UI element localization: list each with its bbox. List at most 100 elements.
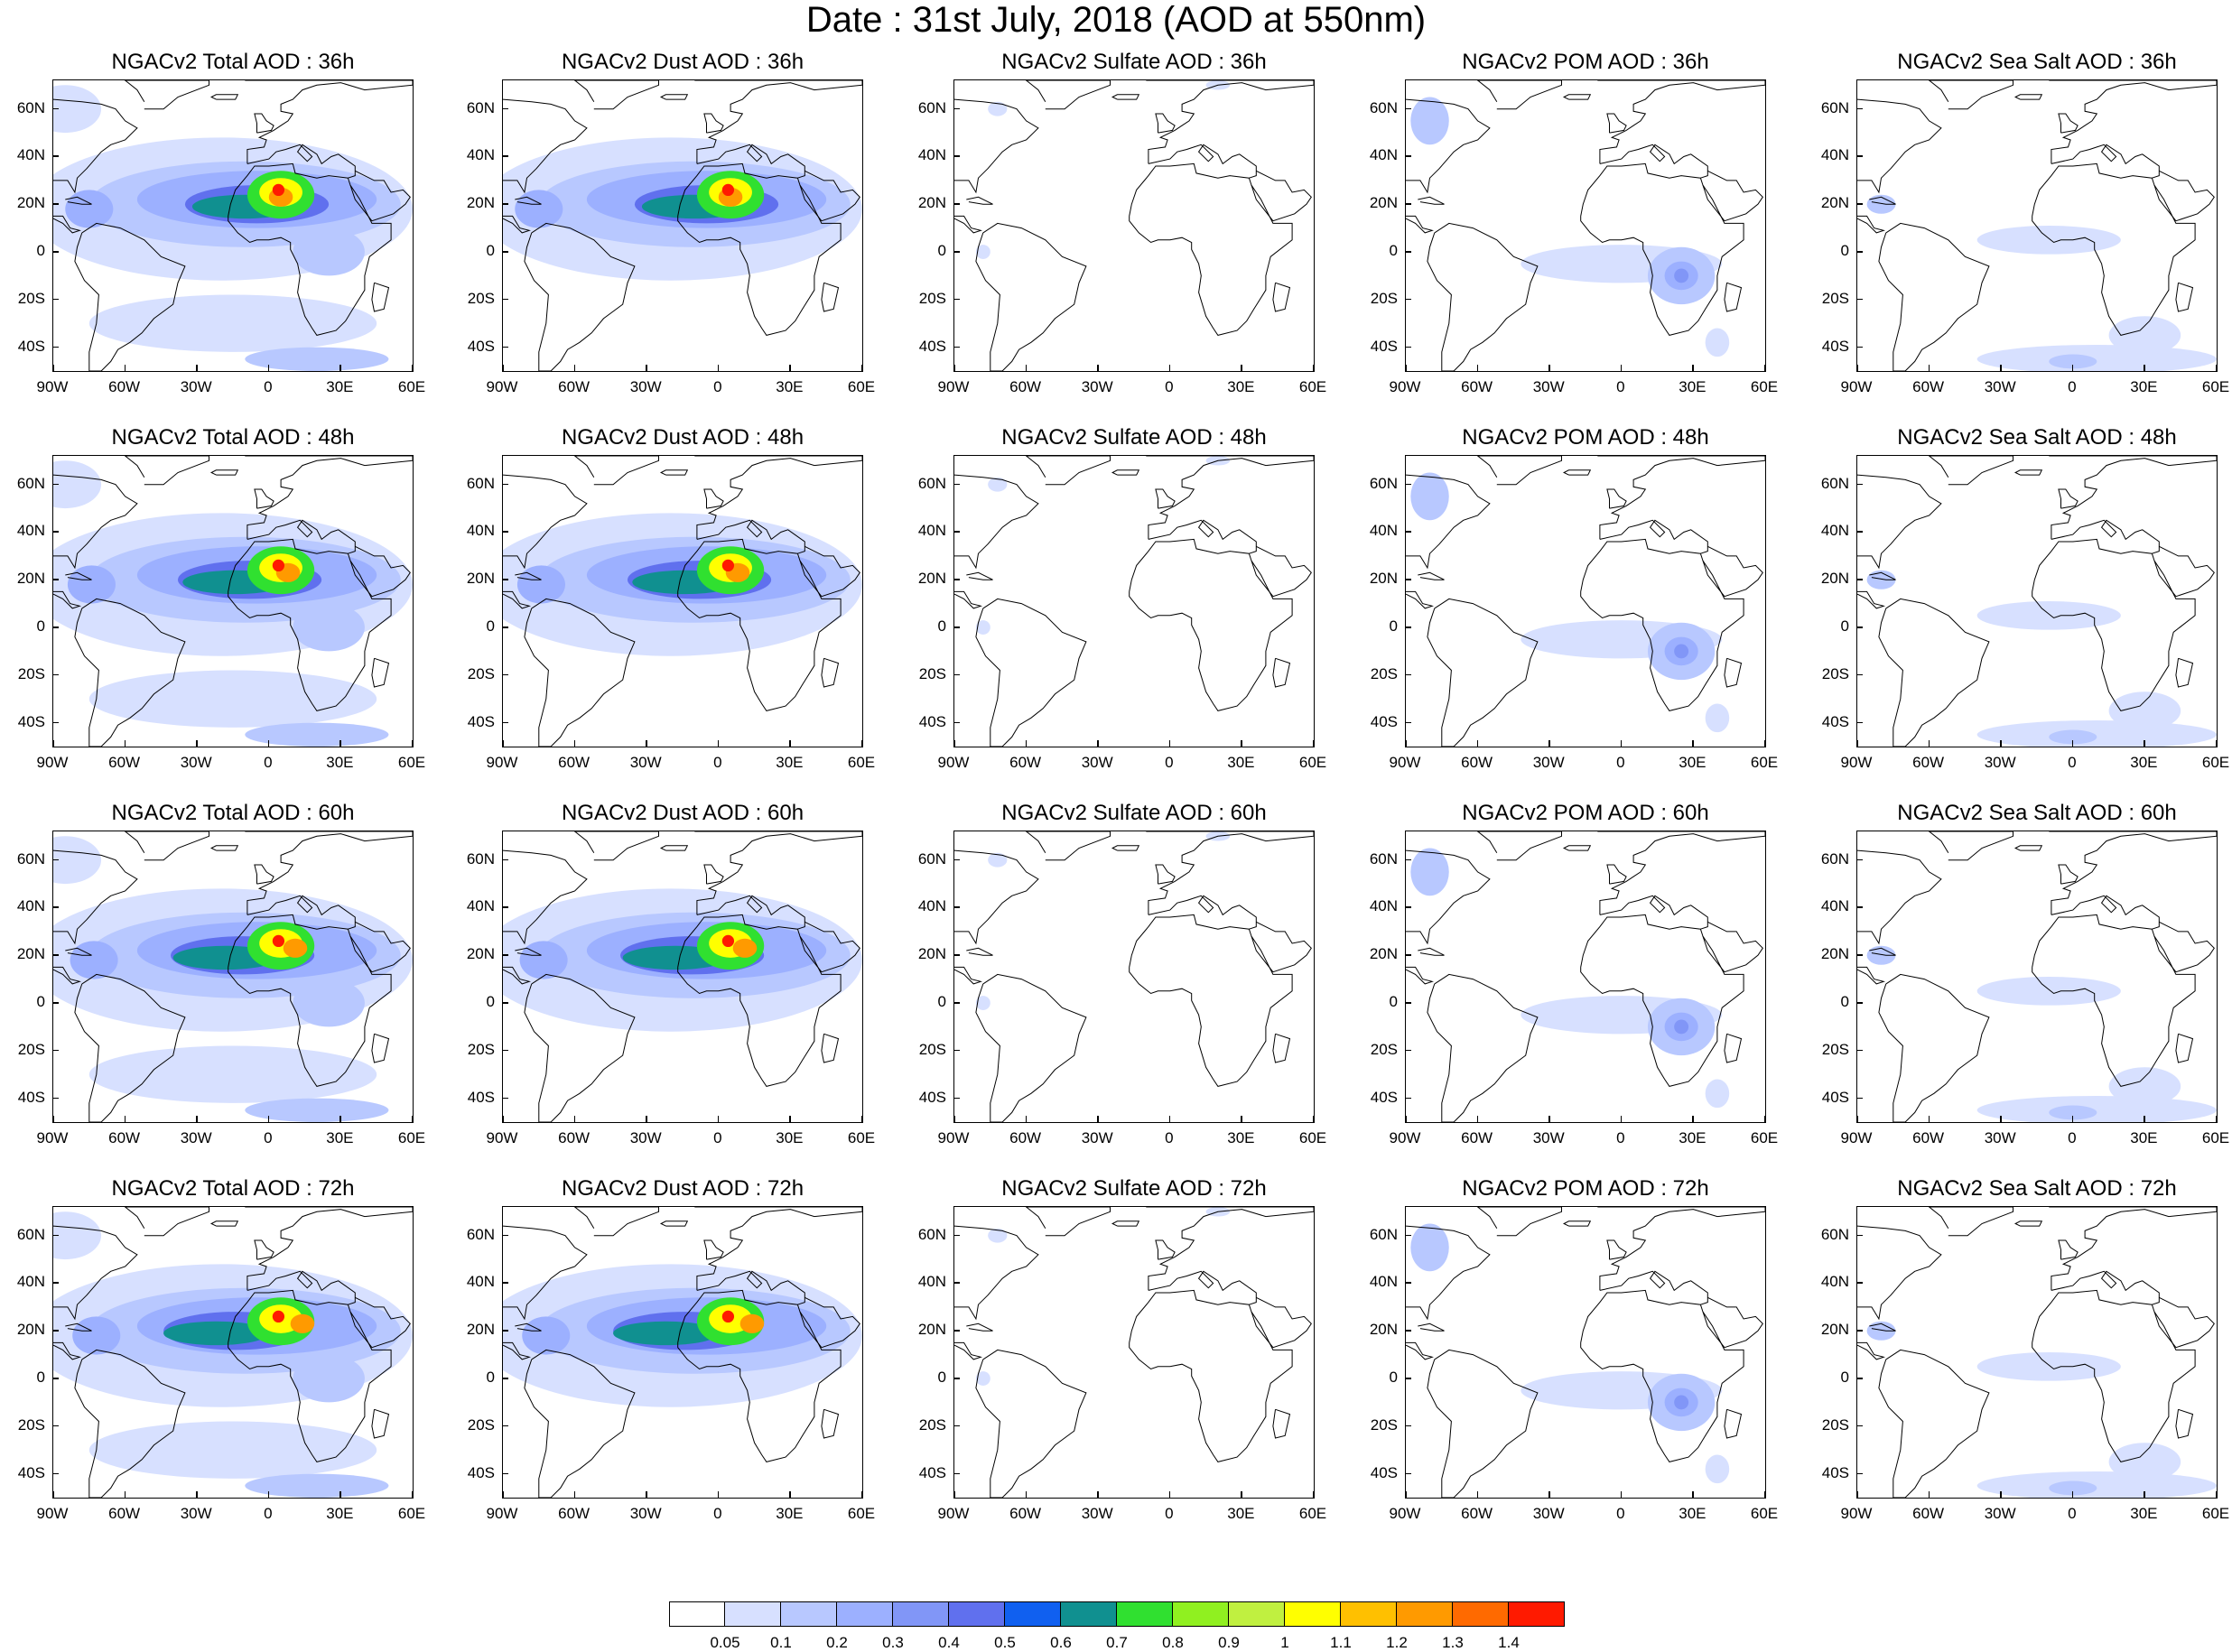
lon-label: 60W [108,754,141,771]
coastline [2153,921,2215,973]
lat-tick [1856,346,1863,348]
map-panel: NGACv2 Sulfate AOD : 72h 60N 40N 20N 0 20S 40S… [918,1175,1326,1522]
aod-plume [1976,1095,2217,1122]
lat-label: 40S [1370,712,1398,730]
lat-tick [953,1425,960,1427]
coastline [966,1323,993,1332]
colorbar-swatch [837,1601,893,1627]
coastline [1580,538,1744,711]
coastline [1580,914,1744,1087]
lat-tick [52,626,59,628]
map-frame [953,831,1315,1123]
coastline [1111,94,1140,100]
lon-tick [1168,1491,1171,1498]
coastline [954,215,982,234]
lat-label: 20S [1821,289,1849,307]
lat-label: 40S [467,712,495,730]
lon-label: 60W [1009,754,1042,771]
lon-tick [1241,1491,1242,1498]
lon-tick [1620,365,1623,371]
aod-map [1857,831,2217,1122]
coastline [659,469,689,476]
lat-label: 20N [16,1321,45,1339]
lon-label: 0 [1616,378,1625,395]
coastline [2058,1239,2079,1260]
lon-tick [953,365,955,371]
coastline [2032,538,2196,711]
coastline [1702,545,1763,598]
coastline [503,474,588,570]
colorbar-label: 0.7 [1106,1634,1128,1651]
aod-plume [70,941,118,979]
lat-label: 0 [1840,617,1849,636]
coastline [2051,895,2160,930]
lat-tick [1856,954,1863,956]
lon-tick [1025,365,1028,371]
aod-plume [1976,1352,2121,1381]
aod-plume [88,670,377,728]
lat-tick [953,346,960,348]
lat-label: 60N [466,98,495,116]
lon-label: 0 [264,378,273,395]
lat-tick [953,1002,960,1004]
lon-tick [2071,365,2074,371]
aod-map [503,456,862,747]
coastline [821,1033,840,1063]
lon-tick [2000,365,2002,371]
panel-title: NGACv2 Sea Salt AOD : 48h [1897,425,2177,450]
coastline [799,1296,860,1349]
lon-tick [502,1491,504,1498]
coastline [524,598,636,747]
colorbar-label: 0.05 [710,1634,740,1651]
coastline [1857,966,1885,985]
lat-tick [1856,1282,1863,1284]
lon-label: 30E [2130,378,2158,395]
lon-label: 60E [397,1129,426,1146]
coastline [659,1220,689,1227]
coastline [503,1341,531,1360]
map-panel: NGACv2 Sulfate AOD : 48h 60N 40N 20N 0 20S 40S… [918,424,1326,771]
lat-tick [953,673,960,676]
lon-tick [1764,740,1766,747]
lat-label: 20S [467,664,495,682]
lon-label: 30W [629,1129,662,1146]
coastline [821,657,840,688]
lat-tick [1856,1378,1863,1379]
lon-label: 60W [558,378,591,395]
lon-tick [1168,365,1171,371]
lat-label: 40N [466,146,495,164]
map-frame [1405,79,1766,372]
lat-tick [953,251,960,253]
lat-label: 20S [17,664,45,682]
lat-label: 0 [486,617,495,636]
lon-label: 0 [1165,1129,1174,1146]
map-panel: NGACv2 Dust AOD : 48h 60N 40N 20N 0 20S 40S 90W… [467,424,875,771]
coastline [1606,1239,1627,1260]
coastline [694,831,862,915]
lon-label: 30E [776,1505,804,1522]
lat-label: 40N [1369,897,1398,915]
lat-tick [1405,203,1411,205]
coastline [1724,1033,1743,1063]
coastline [954,98,1039,194]
lon-tick [1548,1491,1550,1498]
lat-label: 40N [466,897,495,915]
lat-tick [502,673,508,676]
lat-tick [52,155,59,157]
coastline [954,590,982,609]
lon-label: 60W [1461,1505,1493,1522]
map-panel: NGACv2 POM AOD : 36h 60N 40N 20N 0 20S 40S 90W 6… [1370,49,1778,395]
lat-label: 20N [466,194,495,212]
lat-tick [1405,721,1411,724]
aod-plume [1976,1471,2217,1498]
lon-tick [502,1116,504,1122]
coastline [2032,1289,2196,1462]
lon-tick [1476,365,1479,371]
aod-plume [1866,1321,1896,1341]
colorbar-label: 0.3 [882,1634,904,1651]
lon-tick [861,365,863,371]
lat-label: 20S [17,1040,45,1058]
lat-tick [953,858,960,861]
aod-plume [72,1316,121,1355]
lon-label: 0 [1165,378,1174,395]
